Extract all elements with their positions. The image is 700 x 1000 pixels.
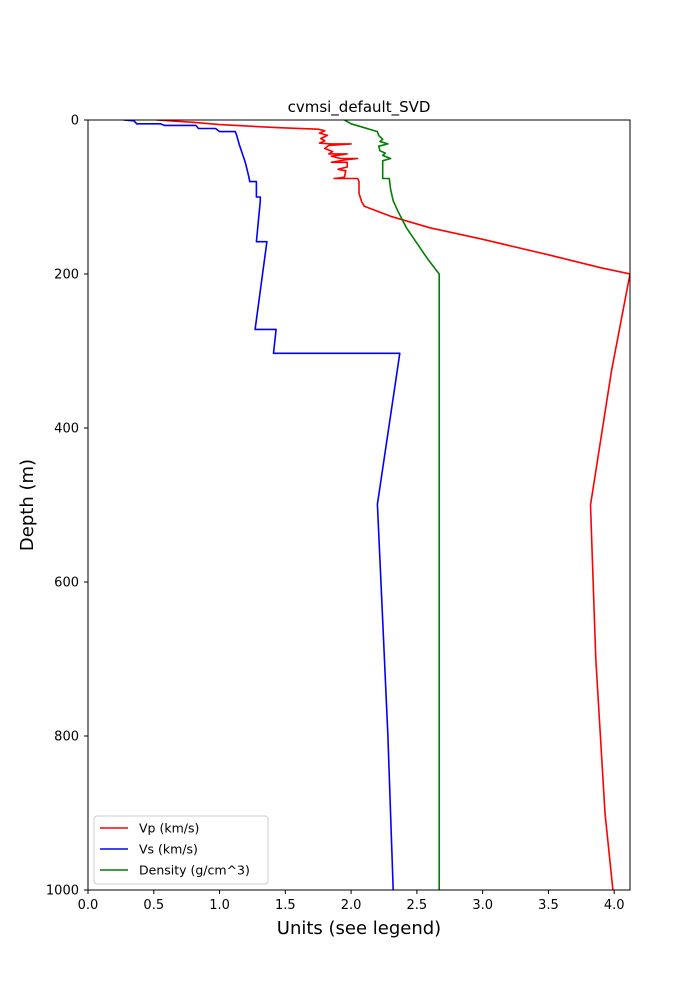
- y-tick-label: 1000: [46, 884, 79, 899]
- plot-frame: [87, 119, 631, 891]
- series-line-0: [156, 120, 630, 890]
- y-axis-ticks: 0 200 400 600 800 1000: [46, 114, 88, 899]
- x-tick-label: 1.5: [275, 898, 296, 913]
- x-tick-label: 3.5: [538, 898, 559, 913]
- x-tick-label: 4.0: [604, 898, 625, 913]
- series-line-1: [123, 120, 401, 890]
- plot-lines: [123, 120, 630, 890]
- x-tick-label: 2.5: [407, 898, 428, 913]
- chart-title: cvmsi_default_SVD: [288, 98, 431, 117]
- legend-label-1: Vs (km/s): [139, 842, 198, 857]
- legend: Vp (km/s) Vs (km/s) Density (g/cm^3): [93, 815, 269, 885]
- y-axis-label: Depth (m): [17, 459, 38, 551]
- x-tick-label: 0.0: [78, 898, 99, 913]
- x-tick-label: 3.0: [472, 898, 493, 913]
- x-tick-label: 0.5: [143, 898, 164, 913]
- legend-label-0: Vp (km/s): [139, 821, 199, 836]
- y-tick-label: 800: [54, 730, 79, 745]
- legend-label-2: Density (g/cm^3): [139, 863, 250, 878]
- y-tick-label: 200: [54, 268, 79, 283]
- x-tick-label: 1.0: [209, 898, 230, 913]
- y-tick-label: 600: [54, 576, 79, 591]
- legend-box: [93, 815, 269, 885]
- y-tick-label: 400: [54, 422, 79, 437]
- x-tick-label: 2.0: [341, 898, 362, 913]
- x-axis-label: Units (see legend): [277, 918, 441, 939]
- y-tick-label: 0: [71, 114, 79, 129]
- x-axis-ticks: 0.0 0.5 1.0 1.5 2.0 2.5 3.0 3.5 4.0: [78, 890, 625, 913]
- series-line-2: [344, 120, 441, 890]
